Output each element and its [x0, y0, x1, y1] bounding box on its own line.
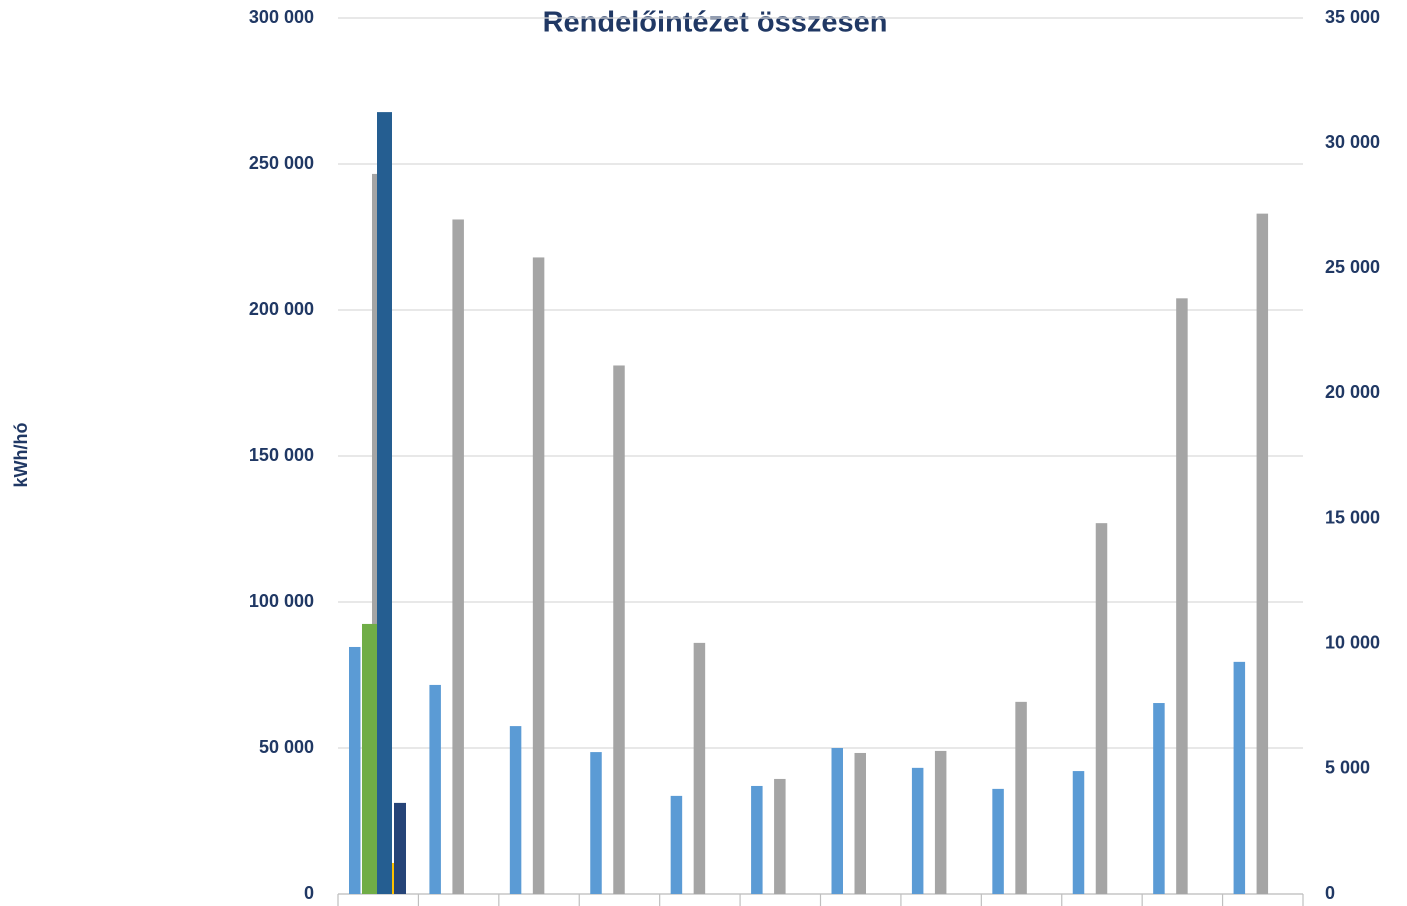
bar: [377, 112, 392, 895]
bar: [392, 862, 394, 894]
y2-tick-label: 20 000: [1325, 382, 1380, 402]
bar: [774, 778, 786, 894]
y2-tick-label: 30 000: [1325, 132, 1380, 152]
bar: [590, 752, 602, 894]
y2-tick-label: 0: [1325, 883, 1335, 903]
bar: [1176, 298, 1188, 894]
bar: [693, 642, 706, 894]
bar: [394, 802, 406, 894]
bar: [1095, 523, 1108, 894]
bar: [452, 219, 464, 895]
bar: [751, 785, 763, 894]
y-tick-label: 0: [304, 883, 314, 903]
bar: [509, 726, 522, 894]
y-tick-label: 50 000: [259, 737, 314, 757]
y2-tick-label: 35 000: [1325, 7, 1380, 27]
y-tick-label: 250 000: [249, 153, 314, 173]
bar: [911, 767, 924, 894]
bar: [854, 752, 866, 894]
bar: [1256, 213, 1269, 894]
y-tick-label: 300 000: [249, 7, 314, 27]
y2-tick-label: 10 000: [1325, 632, 1380, 652]
bar: [831, 748, 843, 894]
y-tick-label: 100 000: [249, 591, 314, 611]
bar: [1015, 701, 1027, 894]
bar: [934, 750, 947, 894]
bar: [532, 257, 545, 894]
bar: [613, 365, 625, 895]
bar: [1072, 771, 1085, 894]
y2-tick-label: 5 000: [1325, 758, 1370, 778]
bar: [429, 684, 441, 894]
y2-tick-label: 25 000: [1325, 257, 1380, 277]
y2-tick-label: 15 000: [1325, 507, 1380, 527]
bar: [349, 646, 361, 894]
chart-title: Rendelőintézet összesen: [543, 7, 888, 39]
bar: [1153, 703, 1165, 894]
bar: [670, 795, 683, 894]
y-tick-label: 200 000: [249, 299, 314, 319]
bar: [1233, 661, 1246, 894]
y-tick-label: 150 000: [249, 445, 314, 465]
bar: [362, 623, 377, 894]
bar: [992, 788, 1004, 894]
y-axis-label: kWh/hó: [11, 423, 31, 488]
